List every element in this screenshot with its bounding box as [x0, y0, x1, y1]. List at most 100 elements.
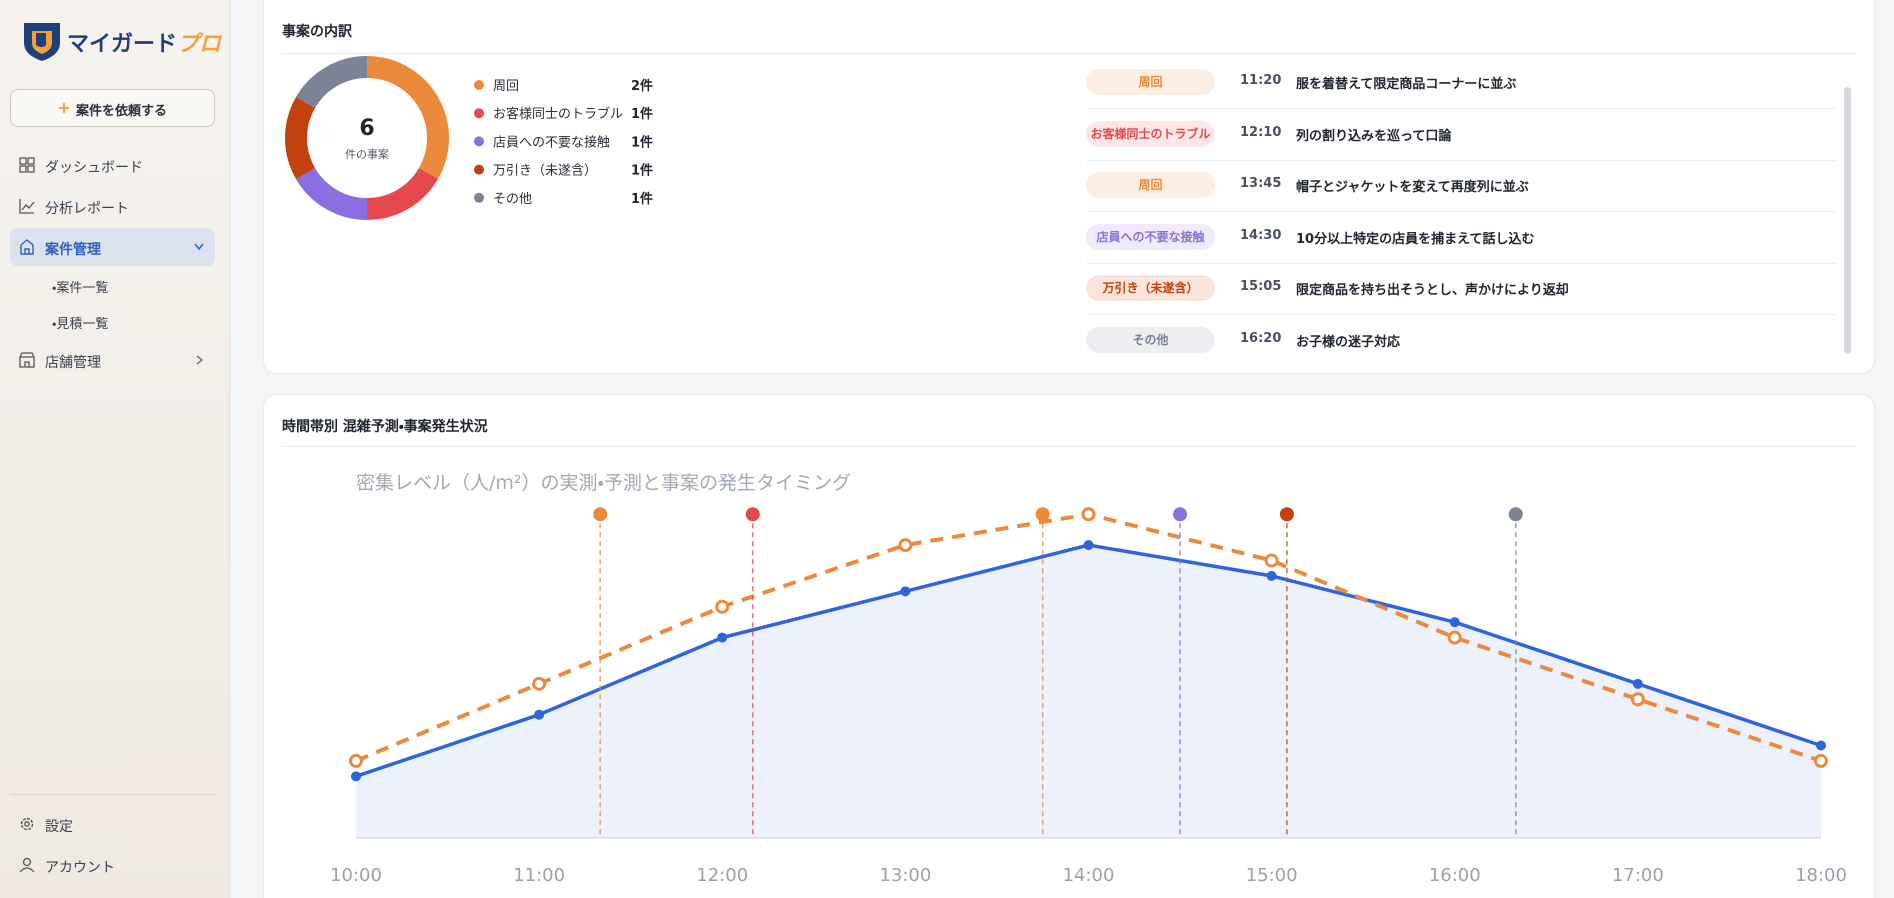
incident-list: 周回 11:20 服を着替えて限定商品コーナーに並ぶお客様同士のトラブル 12:10 列… [1086, 1, 1856, 373]
series-area [356, 545, 1821, 838]
logo-main: マイガード [67, 32, 178, 57]
incident-row: その他 16:20 お子様の迷子対応 [1086, 315, 1836, 366]
logo: マイガードプロ [67, 26, 221, 58]
legend-label: その他 [493, 192, 532, 207]
incident-time: 16:20 [1240, 331, 1282, 346]
legend-label: お客様同士のトラブル [493, 106, 623, 122]
x-tick-label: 14:00 [1063, 865, 1115, 886]
event-marker [593, 507, 608, 522]
category-badge: その他 [1086, 327, 1215, 353]
sub-nav-item[interactable]: ・案件一覧 [52, 281, 109, 296]
category-badge: 周回 [1086, 172, 1215, 199]
x-tick-label: 10:00 [330, 865, 382, 886]
chevron-right [196, 355, 204, 365]
chevron-down [194, 243, 204, 251]
footer-nav-item[interactable]: アカウント [45, 860, 115, 876]
dashboard-icon [19, 157, 35, 173]
event-marker [1173, 507, 1188, 522]
series-point [1081, 507, 1096, 522]
x-tick-label: 18:00 [1795, 865, 1847, 886]
x-tick-label: 13:00 [879, 865, 931, 886]
series-point [898, 538, 913, 553]
incident-description: 限定商品を持ち出そうとし、声かけにより返却 [1296, 283, 1569, 299]
series-point [715, 599, 730, 614]
footer-nav-item[interactable]: 設定 [45, 819, 73, 835]
series-point [1264, 553, 1279, 568]
incident-row: お客様同士のトラブル 12:10 列の割り込みを巡って口論 [1086, 109, 1836, 161]
legend-value: 1件 [631, 163, 653, 179]
legend-label: 周回 [493, 79, 519, 94]
legend-value: 2件 [631, 78, 653, 94]
incident-time: 11:20 [1240, 73, 1282, 88]
event-marker [1279, 507, 1294, 522]
logo-accent: プロ [177, 32, 222, 57]
x-tick-label: 15:00 [1246, 865, 1298, 886]
sub-nav-item[interactable]: ・見積一覧 [52, 317, 109, 332]
x-tick-label: 16:00 [1429, 865, 1481, 886]
legend-dot [474, 164, 484, 175]
incident-row: 万引き（未遂含） 15:05 限定商品を持ち出そうとし、声かけにより返却 [1086, 263, 1836, 316]
card-title: 時間帯別 混雑予測・事案発生状況 [282, 419, 488, 435]
line-chart: 密集レベル（人/m²）の実測・予測と事案の発生タイミング 10:00 11:00 12… [330, 472, 1847, 886]
series-point [1266, 570, 1277, 581]
series-point [349, 753, 363, 768]
store-icon [19, 352, 35, 368]
logo-icon [24, 23, 60, 61]
nav-item-active[interactable]: 案件管理 [45, 242, 101, 258]
nav-item[interactable]: ダッシュボード [45, 160, 143, 176]
card-divider [282, 53, 1856, 54]
timeline-card: 時間帯別 混雑予測・事案発生状況 密集レベル（人/m²）の実測・予測と事案の発生… [263, 394, 1875, 898]
series-point [534, 709, 545, 720]
donut-slice [366, 56, 449, 179]
incident-description: 10分以上特定の店員を捕まえて話し込む [1296, 231, 1535, 247]
incident-time: 13:45 [1240, 176, 1282, 192]
donut-slice [295, 56, 368, 109]
incident-description: 列の割り込みを巡って口論 [1296, 128, 1452, 144]
category-badge: お客様同士のトラブル [1086, 120, 1215, 147]
incident-time: 15:05 [1240, 279, 1282, 295]
sidebar-divider [10, 794, 215, 795]
incident-time: 12:10 [1240, 124, 1282, 140]
event-marker [745, 507, 760, 522]
x-tick-label: 11:00 [513, 865, 565, 886]
incident-row: 周回 11:20 服を着替えて限定商品コーナーに並ぶ [1086, 57, 1836, 109]
series-point [1447, 630, 1462, 645]
legend-value: 1件 [631, 134, 653, 150]
legend-dot [474, 136, 484, 147]
incident-row: 周回 13:45 帽子とジャケットを変えて再度列に並ぶ [1086, 160, 1836, 213]
account-icon [19, 857, 35, 873]
request-button[interactable]: 案件を依頼する [10, 89, 215, 127]
legend-label: 万引き（未遂含） [493, 164, 597, 179]
case-icon [20, 239, 34, 255]
scrollbar[interactable] [1844, 87, 1851, 354]
incident-description: 帽子とジャケットを変えて再度列に並ぶ [1296, 180, 1529, 196]
series-point [717, 632, 728, 643]
nav-item[interactable]: 店舗管理 [45, 355, 101, 371]
category-badge: 周回 [1086, 69, 1215, 95]
incident-time: 14:30 [1240, 227, 1282, 243]
breakdown-card: 事案の内訳 周回 2件 お客様同士のトラブル 1件 店員への不要な接触 1件 万引き（未遂含… [263, 0, 1875, 374]
incident-description: 服を着替えて限定商品コーナーに並ぶ [1296, 77, 1517, 92]
category-badge: 店員への不要な接触 [1086, 223, 1215, 250]
donut-slice [285, 97, 316, 179]
series-point [900, 586, 911, 597]
series-point [1449, 617, 1460, 628]
row-divider [1086, 314, 1836, 316]
category-badge: 万引き（未遂含） [1086, 275, 1215, 302]
request-button-label: 案件を依頼する [76, 104, 168, 119]
legend-value: 1件 [631, 191, 653, 207]
nav-item[interactable]: 分析レポート [45, 201, 129, 217]
sidebar: マイガードプロ 案件を依頼する ダッシュボード 分析レポート 案件管理 ・案件一… [0, 0, 230, 898]
nav-active-bg[interactable] [10, 228, 215, 266]
event-marker [1035, 507, 1050, 522]
legend-dot [474, 108, 484, 119]
row-divider [1086, 262, 1836, 264]
event-marker [1508, 507, 1523, 522]
incident-row: 店員への不要な接触 14:30 10分以上特定の店員を捕まえて話し込む [1086, 212, 1836, 264]
x-tick-label: 17:00 [1612, 865, 1664, 886]
legend-label: 店員への不要な接触 [493, 134, 610, 150]
incident-description: お子様の迷子対応 [1296, 335, 1401, 350]
series-point [532, 676, 547, 691]
row-divider [1086, 159, 1836, 161]
